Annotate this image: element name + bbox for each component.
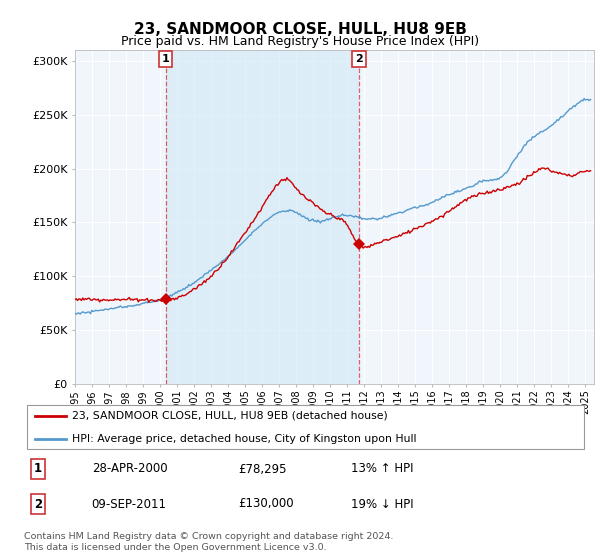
Text: 28-APR-2000: 28-APR-2000 bbox=[92, 463, 167, 475]
Text: HPI: Average price, detached house, City of Kingston upon Hull: HPI: Average price, detached house, City… bbox=[72, 434, 416, 444]
FancyBboxPatch shape bbox=[27, 405, 584, 449]
Text: 23, SANDMOOR CLOSE, HULL, HU8 9EB: 23, SANDMOOR CLOSE, HULL, HU8 9EB bbox=[134, 22, 466, 38]
Text: £130,000: £130,000 bbox=[238, 497, 294, 511]
Text: £78,295: £78,295 bbox=[238, 463, 287, 475]
Text: Price paid vs. HM Land Registry's House Price Index (HPI): Price paid vs. HM Land Registry's House … bbox=[121, 35, 479, 48]
Text: 13% ↑ HPI: 13% ↑ HPI bbox=[351, 463, 413, 475]
Text: 1: 1 bbox=[34, 463, 42, 475]
Text: This data is licensed under the Open Government Licence v3.0.: This data is licensed under the Open Gov… bbox=[24, 543, 326, 552]
Text: Contains HM Land Registry data © Crown copyright and database right 2024.: Contains HM Land Registry data © Crown c… bbox=[24, 532, 394, 541]
Text: 2: 2 bbox=[355, 54, 363, 64]
Text: 2: 2 bbox=[34, 497, 42, 511]
Text: 23, SANDMOOR CLOSE, HULL, HU8 9EB (detached house): 23, SANDMOOR CLOSE, HULL, HU8 9EB (detac… bbox=[72, 410, 388, 421]
Text: 1: 1 bbox=[161, 54, 169, 64]
Text: 19% ↓ HPI: 19% ↓ HPI bbox=[351, 497, 414, 511]
Bar bbox=[166, 50, 359, 384]
Text: 09-SEP-2011: 09-SEP-2011 bbox=[92, 497, 167, 511]
